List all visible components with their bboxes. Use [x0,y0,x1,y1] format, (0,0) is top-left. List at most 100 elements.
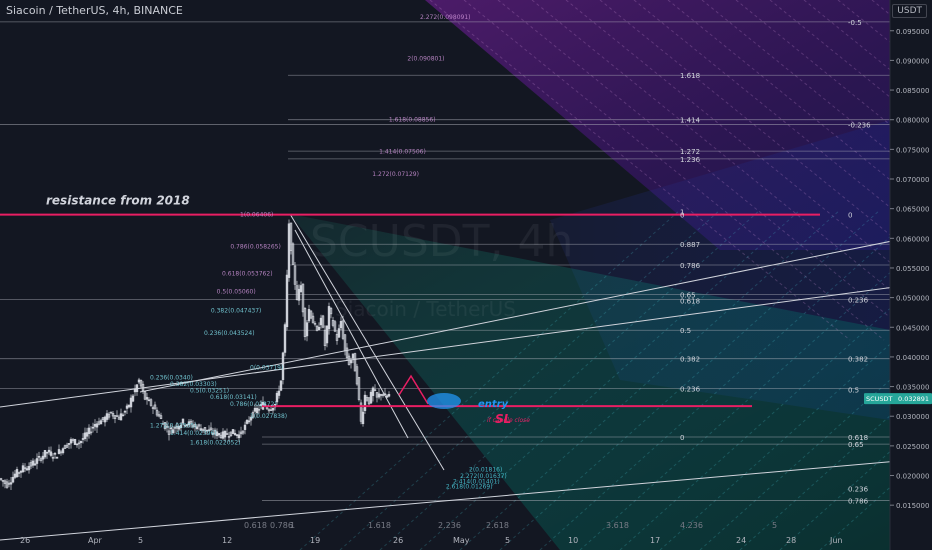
candle-body [349,360,353,364]
fib-ratio-label: 0 [680,212,684,220]
time-axis[interactable]: 26 Apr 5 12 19 26 May 5 10 17 24 28 Jun [20,536,843,545]
candle-body [247,420,251,423]
candle-body [179,424,183,428]
candle-body [251,412,255,418]
time-tick-label: 26 [393,536,403,545]
candle-body [129,397,133,408]
time-fib-label: 3.618 [606,521,629,530]
candle-body [363,394,367,411]
trendline-descending [289,213,445,471]
candle-body [373,389,377,391]
candle-body [249,417,253,421]
candle-body [51,456,55,459]
candle-body [99,420,103,425]
candle-body [181,418,185,424]
candle-body [289,222,293,252]
candle-body [351,353,355,359]
sl-label: SL [495,412,511,426]
fan-ratio-label: 0.236 [848,486,869,494]
candle-body [91,426,95,429]
price-axis-bg[interactable] [890,0,932,550]
candle-body [371,387,375,396]
price-tick-label: 0.055000 [896,265,929,273]
fan-diagonal [701,0,890,153]
candle-body [189,420,193,424]
fib-ratio-label: 0.382 [680,356,700,364]
price-tick-label: 0.040000 [896,354,929,362]
candle-body [113,415,117,419]
time-fib-label: 5 [772,521,777,530]
fib-extension-label: 0(0.03719) [250,364,283,371]
candle-body [163,422,167,430]
fib-extension-label: 2.272(0.01637) [460,473,507,480]
time-fib-label: 1 [290,521,295,530]
candle-body [193,424,197,427]
time-tick-label: Jun [829,536,843,545]
price-tick-label: 0.050000 [896,295,929,303]
candle-body [185,424,189,426]
candle-body [257,408,261,411]
candle-body [159,415,163,419]
candle-body [83,432,87,440]
price-tick-label: 0.045000 [896,324,929,332]
candle-body [133,388,137,393]
fan-diagonal [499,209,881,550]
fib-extension-label: 1.414(0.07506) [379,149,426,156]
candle-body [223,430,227,438]
price-axis[interactable]: 0.095000 0.090000 0.085000 0.080000 0.075000… [890,28,929,510]
fan-diagonal [633,0,890,208]
time-tick-label: 26 [20,536,30,545]
candle-body [297,288,301,301]
fib-extension-label: 0.786(0.02872) [230,401,277,408]
candle-body [149,399,153,406]
fan-diagonals [299,0,890,550]
currency-selector[interactable]: USDT [892,4,927,18]
time-tick-label: 12 [222,536,232,545]
fib-extension-label: 0.236(0.043524) [204,330,255,337]
candle-body [313,322,317,325]
candle-body [337,328,341,338]
candle-body [65,444,69,448]
candle-body [361,411,365,425]
candle-body [107,413,111,418]
candle-body [33,463,37,466]
candle-body [109,411,113,414]
price-badge-value: 0.032891 [898,395,929,403]
candle-body [111,413,115,417]
candle-body [73,439,77,445]
candle-body [105,413,109,420]
candle-body [345,347,349,358]
candle-body [131,395,135,402]
candle-body [333,321,337,332]
candle-body [283,324,287,353]
fan-diagonal [779,450,890,550]
watermark-name: Siacoin / TetherUS [335,297,516,321]
candle-body [75,443,79,446]
entry-zone[interactable] [427,393,461,409]
candle-body [23,467,27,469]
candle-body [285,274,289,328]
time-fib-label: 1.618 [368,521,391,530]
fan-ratio-label: 0.618 [848,434,868,442]
candle-body [155,409,159,416]
fib-extension-label: 1(0.06406) [240,211,273,218]
candle-body [325,325,329,344]
fib-extension-label: 2.414(0.01401) [453,478,500,485]
fan-diagonal [735,0,890,126]
candle-body [383,393,387,396]
candle-body [67,443,71,445]
candle-body [385,395,389,398]
candle-body [135,384,139,393]
time-fib-label: 2.618 [486,521,509,530]
trendline-upper [139,232,932,393]
candle-body [253,407,257,412]
fib-ratio-label: 0.786 [680,262,701,270]
candle-body [299,285,303,293]
candle-body [119,413,123,421]
candle-body [115,415,119,417]
candle-body [87,427,91,434]
fib-ratio-label: 1 [680,209,684,217]
candle-body [143,391,147,400]
fib-extension-label: 2(0.01816) [469,466,502,473]
